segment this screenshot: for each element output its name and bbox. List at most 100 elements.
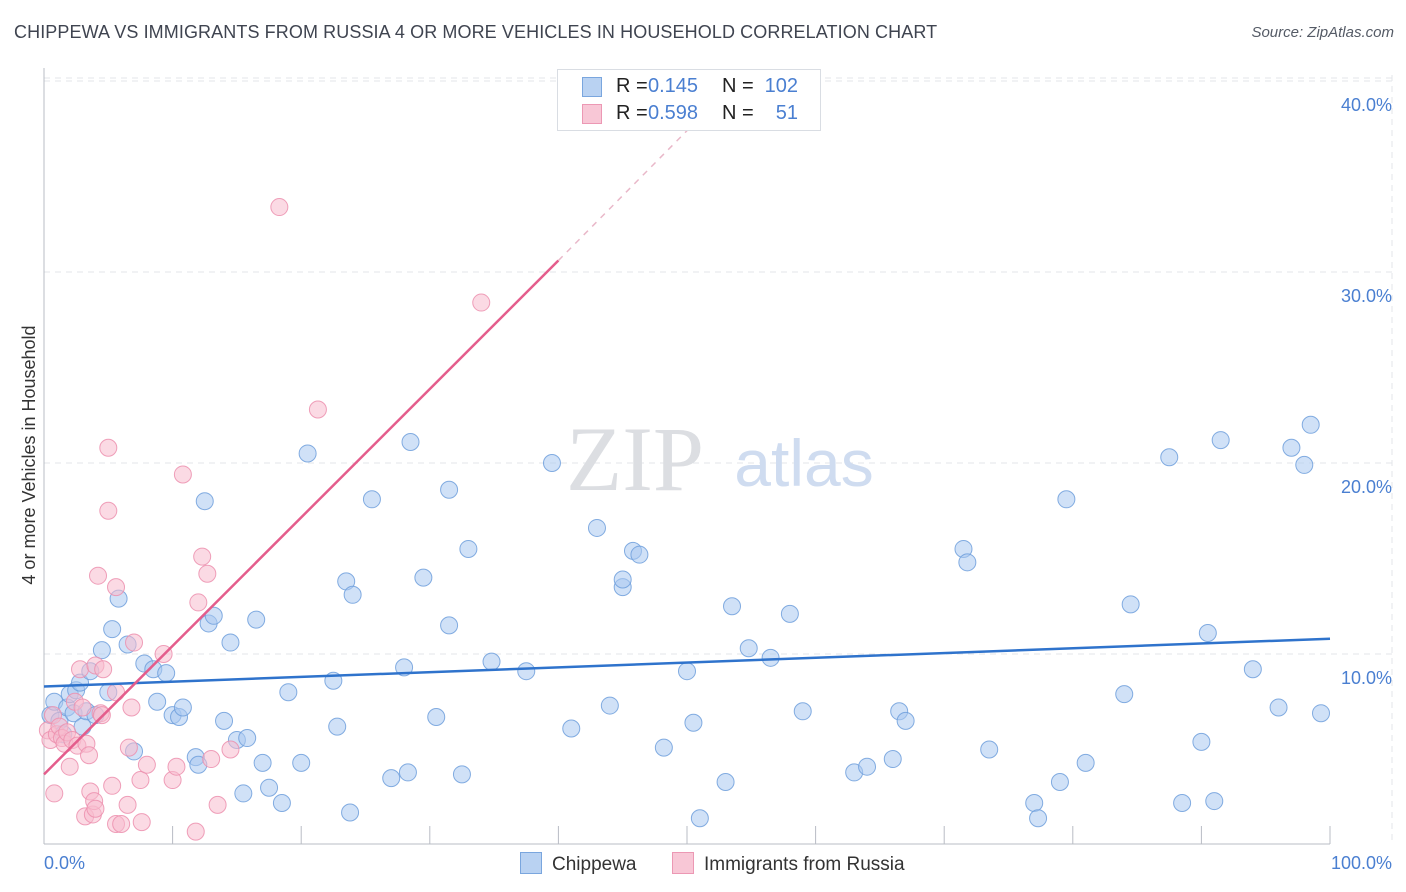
russia-point: [73, 698, 92, 717]
chippewa-point: [292, 753, 311, 772]
bottom-legend-label-russia: Immigrants from Russia: [704, 854, 905, 875]
chippewa-point: [1025, 793, 1044, 812]
chippewa-point: [723, 597, 742, 616]
chippewa-point: [1295, 455, 1314, 474]
russia-point: [122, 698, 141, 717]
chippewa-point: [92, 641, 111, 660]
chippewa-point: [793, 702, 812, 721]
chippewa-point: [883, 750, 902, 769]
chippewa-point: [684, 713, 703, 732]
chippewa-point: [414, 568, 433, 587]
y-tick-label: 40.0%: [1341, 95, 1392, 115]
russia-point: [193, 547, 212, 566]
russia-point: [137, 755, 156, 774]
russia-trend-line: [43, 259, 560, 776]
trend-layer: [43, 130, 1331, 776]
chippewa-point: [298, 444, 317, 463]
chippewa-point: [716, 772, 735, 791]
legend-r-label: R =: [616, 102, 648, 124]
chippewa-point: [401, 432, 420, 451]
watermark-zip: ZIP: [566, 408, 704, 510]
chippewa-point: [395, 658, 414, 677]
russia-point: [45, 784, 64, 803]
chippewa-point: [600, 696, 619, 715]
chippewa-point: [1282, 438, 1301, 457]
chippewa-point: [630, 545, 649, 564]
x-tick-label-min: 0.0%: [44, 853, 85, 873]
russia-point: [132, 813, 151, 832]
chippewa-point: [173, 698, 192, 717]
chippewa-point: [517, 662, 536, 681]
y-tick-label: 30.0%: [1341, 286, 1392, 306]
russia-point: [94, 660, 113, 679]
bottom-legend-swatch-chippewa: [520, 852, 542, 874]
russia-point: [308, 400, 327, 419]
russia-point: [107, 578, 126, 597]
russia-point: [99, 438, 118, 457]
watermark-atlas: atlas: [734, 426, 873, 500]
legend-r-value: 0.145: [648, 75, 699, 97]
chippewa-point: [980, 740, 999, 759]
russia-point: [189, 593, 208, 612]
chippewa-point: [1115, 685, 1134, 704]
chippewa-point: [858, 757, 877, 776]
bottom-legend-swatch-russia: [672, 852, 694, 874]
chippewa-point: [1160, 448, 1179, 467]
chippewa-point: [1198, 623, 1217, 642]
y-tick-label: 10.0%: [1341, 668, 1392, 688]
russia-point: [125, 633, 144, 652]
chippewa-point: [587, 518, 606, 537]
chippewa-point: [328, 717, 347, 736]
x-tick-label-max: 100.0%: [1331, 853, 1392, 873]
chippewa-point: [1269, 698, 1288, 717]
chippewa-point: [896, 711, 915, 730]
russia-point: [118, 795, 137, 814]
chart-title: CHIPPEWA VS IMMIGRANTS FROM RUSSIA 4 OR …: [14, 22, 938, 42]
legend-swatch-chippewa: [582, 77, 602, 97]
russia-point: [80, 746, 99, 765]
chippewa-point: [613, 570, 632, 589]
russia-point: [167, 757, 186, 776]
chippewa-point: [1301, 415, 1320, 434]
chippewa-point: [542, 454, 561, 472]
chippewa-point: [780, 604, 799, 623]
chippewa-point: [253, 753, 272, 772]
chippewa-point: [1050, 772, 1069, 791]
chippewa-point: [1243, 660, 1262, 679]
chippewa-point: [958, 553, 977, 572]
chippewa-point: [238, 729, 257, 748]
y-tick-label: 20.0%: [1341, 477, 1392, 497]
bottom-legend-chippewa: Chippewa: [520, 852, 637, 876]
chippewa-point: [1173, 793, 1192, 812]
chippewa-point: [678, 662, 696, 681]
chippewa-point: [1192, 732, 1211, 751]
chippewa-point: [103, 620, 122, 639]
chippewa-point: [427, 708, 446, 727]
russia-point: [208, 795, 227, 814]
chippewa-point: [440, 616, 459, 635]
source-label: Source: ZipAtlas.com: [1251, 24, 1394, 41]
chippewa-point: [279, 683, 298, 702]
chippewa-point: [761, 648, 780, 667]
russia-point: [173, 465, 192, 484]
chippewa-point: [440, 480, 459, 499]
chippewa-point: [234, 784, 253, 803]
chippewa-point: [562, 719, 581, 738]
points-layer: [38, 198, 1330, 841]
grid-layer: [44, 75, 1393, 844]
chippewa-point: [452, 765, 471, 784]
chippewa-point: [362, 490, 381, 509]
y-axis-title: 4 or more Vehicles in Household: [19, 325, 39, 584]
chippewa-point: [654, 738, 673, 757]
chippewa-point: [1076, 753, 1095, 772]
chippewa-point: [1121, 595, 1140, 614]
legend-swatch-russia: [582, 104, 602, 124]
chippewa-point: [1211, 431, 1230, 450]
chippewa-point: [195, 492, 214, 511]
legend-n-label: N =: [722, 102, 754, 124]
chippewa-point: [247, 610, 266, 629]
chippewa-point: [398, 763, 417, 782]
chippewa-point: [382, 769, 401, 788]
chippewa-point: [459, 539, 478, 558]
